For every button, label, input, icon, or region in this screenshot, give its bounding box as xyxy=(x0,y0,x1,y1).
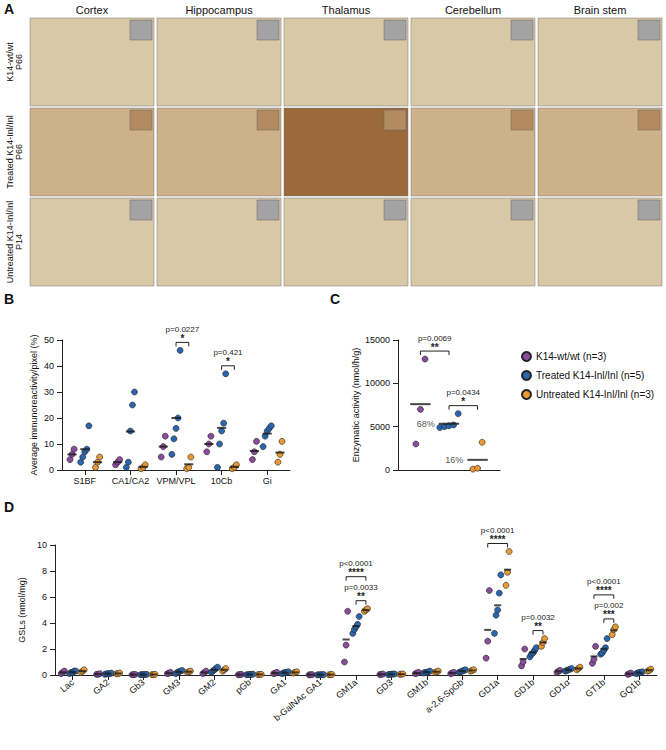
svg-text:GD1a: GD1a xyxy=(476,677,500,700)
svg-text:p<0.0001: p<0.0001 xyxy=(481,526,515,535)
svg-text:GM2: GM2 xyxy=(196,677,217,697)
svg-text:p=0.0434: p=0.0434 xyxy=(446,388,480,397)
svg-text:CA1/CA2: CA1/CA2 xyxy=(112,476,150,486)
svg-text:pGb: pGb xyxy=(234,677,253,696)
svg-text:GD1α: GD1α xyxy=(547,677,572,700)
svg-text:GA1: GA1 xyxy=(268,677,288,696)
svg-text:Thalamus: Thalamus xyxy=(322,4,371,16)
svg-text:p<0.0001: p<0.0001 xyxy=(339,559,373,568)
svg-text:20: 20 xyxy=(44,413,54,423)
svg-text:Gb3: Gb3 xyxy=(127,677,146,696)
svg-text:GM1b: GM1b xyxy=(405,677,430,700)
svg-text:GT1b: GT1b xyxy=(583,677,607,699)
svg-text:**: ** xyxy=(534,621,542,632)
svg-text:b-GalNAc GA1: b-GalNAc GA1 xyxy=(272,677,324,723)
svg-text:C: C xyxy=(330,291,340,307)
svg-text:K14-wt/wt (n=3): K14-wt/wt (n=3) xyxy=(536,351,606,362)
svg-text:Hippocampus: Hippocampus xyxy=(185,4,253,16)
svg-text:**: ** xyxy=(431,342,439,353)
svg-text:a-2,6-SpGb: a-2,6-SpGb xyxy=(423,677,465,715)
svg-text:p=0.0069: p=0.0069 xyxy=(418,334,452,343)
svg-text:p=0.0032: p=0.0032 xyxy=(521,613,555,622)
svg-text:50: 50 xyxy=(44,335,54,345)
svg-text:Treated K14-Inl/Inl: Treated K14-Inl/Inl xyxy=(4,115,15,189)
svg-text:GSLs (nmol/mg): GSLs (nmol/mg) xyxy=(17,577,27,643)
svg-text:*: * xyxy=(461,396,465,407)
svg-text:16%: 16% xyxy=(445,455,463,465)
svg-text:p=0.0033: p=0.0033 xyxy=(344,583,378,592)
svg-text:GD3: GD3 xyxy=(374,677,395,697)
svg-text:10: 10 xyxy=(44,439,54,449)
svg-text:68%: 68% xyxy=(417,419,435,429)
svg-text:GA2: GA2 xyxy=(91,677,111,696)
svg-text:15000: 15000 xyxy=(365,335,390,345)
svg-text:****: **** xyxy=(348,567,364,578)
svg-text:10000: 10000 xyxy=(365,378,390,388)
svg-text:**: ** xyxy=(357,591,365,602)
svg-text:Treated K14-Inl/Inl (n=5): Treated K14-Inl/Inl (n=5) xyxy=(536,370,644,381)
svg-text:***: *** xyxy=(603,609,615,620)
svg-text:p<0.0001: p<0.0001 xyxy=(587,577,621,586)
svg-text:*: * xyxy=(180,333,184,344)
svg-text:p=0.421: p=0.421 xyxy=(213,348,243,357)
svg-text:GM3: GM3 xyxy=(161,677,182,697)
svg-text:A: A xyxy=(4,1,14,17)
svg-text:5000: 5000 xyxy=(370,422,390,432)
svg-text:p=0.0227: p=0.0227 xyxy=(166,325,200,334)
svg-text:Untreated K14-Inl/Inl (n=3): Untreated K14-Inl/Inl (n=3) xyxy=(536,389,654,400)
svg-text:0: 0 xyxy=(49,465,54,475)
svg-text:P14: P14 xyxy=(14,234,24,250)
svg-text:10: 10 xyxy=(37,540,47,550)
svg-text:Cortex: Cortex xyxy=(76,4,109,16)
svg-text:6: 6 xyxy=(42,592,47,602)
svg-text:VPM/VPL: VPM/VPL xyxy=(156,476,195,486)
svg-text:0: 0 xyxy=(385,465,390,475)
svg-text:40: 40 xyxy=(44,361,54,371)
svg-text:GQ1b: GQ1b xyxy=(618,677,643,700)
svg-text:Brain stem: Brain stem xyxy=(574,4,627,16)
svg-text:p=0.002: p=0.002 xyxy=(594,601,624,610)
svg-text:Lac: Lac xyxy=(58,677,76,694)
svg-text:10Cb: 10Cb xyxy=(211,476,233,486)
svg-text:0: 0 xyxy=(42,670,47,680)
svg-text:Cerebellum: Cerebellum xyxy=(445,4,501,16)
svg-text:2: 2 xyxy=(42,644,47,654)
svg-text:4: 4 xyxy=(42,618,47,628)
svg-text:GD1b: GD1b xyxy=(512,677,536,700)
svg-text:K14-wt/wt: K14-wt/wt xyxy=(4,42,15,82)
svg-text:S1BF: S1BF xyxy=(74,476,97,486)
svg-text:8: 8 xyxy=(42,566,47,576)
svg-text:P66: P66 xyxy=(14,144,24,160)
svg-text:B: B xyxy=(4,291,14,307)
svg-text:****: **** xyxy=(596,585,612,596)
svg-text:Enzymatic activity (nmol/h/g): Enzymatic activity (nmol/h/g) xyxy=(351,348,361,463)
svg-text:****: **** xyxy=(490,534,506,545)
svg-text:Average immunoreactivity/pixel: Average immunoreactivity/pixel (%) xyxy=(29,335,39,476)
svg-text:GM1a: GM1a xyxy=(334,677,359,700)
svg-text:*: * xyxy=(226,356,230,367)
svg-text:30: 30 xyxy=(44,387,54,397)
svg-text:Gi: Gi xyxy=(263,476,272,486)
svg-text:Untreated K14-Inl/Inl: Untreated K14-Inl/Inl xyxy=(4,200,15,284)
svg-text:D: D xyxy=(4,499,14,515)
svg-text:P66: P66 xyxy=(14,54,24,70)
